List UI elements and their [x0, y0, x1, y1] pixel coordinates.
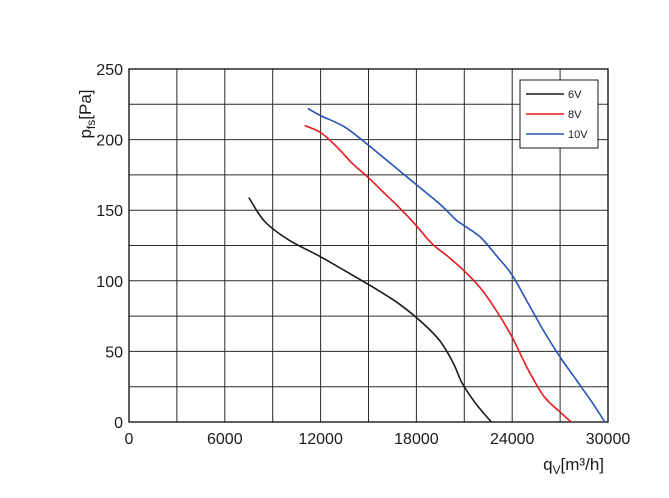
x-axis-label-sub: V	[553, 463, 561, 477]
series-lines	[248, 107, 606, 423]
series-line-10v	[307, 107, 606, 423]
legend-label-10v: 10V	[568, 129, 588, 141]
legend-label-8v: 8V	[568, 109, 582, 121]
y-tick-label: 200	[96, 133, 123, 150]
y-axis-label-sub: fs	[84, 120, 98, 129]
y-tick-labels: 0 50 100 150 200 250	[96, 62, 123, 432]
legend: 6V 8V 10V	[519, 79, 599, 149]
x-axis-label-main: q	[543, 455, 552, 474]
x-tick-labels: 0 6000 12000 18000 24000 30000	[125, 431, 631, 448]
plot-frame	[128, 68, 609, 423]
y-tick-label: 150	[96, 203, 123, 220]
y-tick-label: 0	[114, 415, 123, 432]
y-tick-label: 50	[105, 344, 123, 361]
x-axis-label-unit: [m³/h]	[561, 455, 604, 474]
x-tick-label: 6000	[207, 431, 243, 448]
y-axis-label-main: p	[76, 129, 95, 138]
y-axis-label-unit: [Pa]	[76, 89, 95, 119]
x-tick-label: 0	[125, 431, 134, 448]
y-axis-label: pfs[Pa]	[76, 89, 98, 138]
y-tick-label: 100	[96, 274, 123, 291]
legend-label-6v: 6V	[568, 89, 582, 101]
series-line-8v	[304, 124, 572, 423]
x-tick-label: 18000	[394, 431, 439, 448]
x-tick-label: 12000	[298, 431, 343, 448]
series-line-6v	[248, 197, 493, 423]
x-tick-label: 24000	[490, 431, 535, 448]
grid	[129, 69, 608, 422]
y-tick-label: 250	[96, 62, 123, 79]
x-tick-label: 30000	[586, 431, 631, 448]
x-axis-label: qV[m³/h]	[543, 455, 604, 477]
